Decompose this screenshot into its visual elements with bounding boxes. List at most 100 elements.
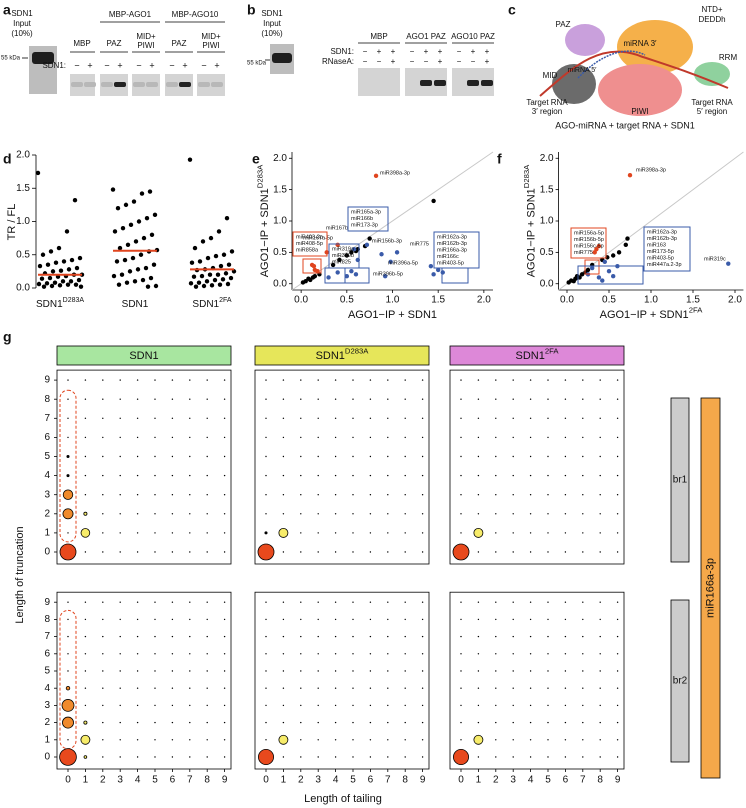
grid-dot bbox=[154, 739, 156, 741]
x-axis-label: AGO1−IP + SDN1 bbox=[348, 309, 437, 321]
grid-dot bbox=[136, 417, 139, 419]
grid-dot bbox=[300, 653, 302, 655]
grid-dot bbox=[547, 670, 549, 672]
grid-dot bbox=[136, 687, 139, 689]
grid-dot bbox=[477, 379, 480, 381]
grid-dot bbox=[317, 687, 319, 689]
point bbox=[208, 235, 214, 241]
point bbox=[311, 263, 317, 269]
grid-dot bbox=[334, 551, 337, 553]
grid-dot bbox=[189, 513, 191, 515]
grid-dot bbox=[352, 653, 354, 655]
grid-dot bbox=[599, 417, 601, 419]
grid-dot bbox=[171, 494, 174, 496]
grid-dot bbox=[317, 601, 319, 603]
annotation: miR156b-3p bbox=[372, 238, 402, 244]
grid-dot bbox=[387, 532, 389, 534]
grid-dot bbox=[282, 398, 285, 400]
grid-dot bbox=[547, 474, 549, 477]
grid-dot bbox=[564, 739, 567, 741]
grid-dot bbox=[84, 474, 87, 477]
point bbox=[114, 259, 120, 264]
grid-dot bbox=[564, 704, 567, 707]
grid-dot bbox=[582, 398, 584, 400]
annotation-box bbox=[302, 258, 322, 274]
grid-dot bbox=[317, 474, 319, 477]
y-tick-label: 8 bbox=[44, 614, 50, 625]
grid-dot bbox=[421, 687, 424, 689]
point bbox=[153, 283, 159, 289]
point bbox=[78, 284, 84, 289]
band bbox=[146, 82, 158, 87]
point bbox=[218, 263, 224, 269]
grid-dot bbox=[460, 455, 462, 458]
y-tick-label: 2.0 bbox=[540, 153, 554, 164]
grid-dot bbox=[171, 513, 174, 515]
grid-dot bbox=[317, 494, 319, 496]
grid-dot bbox=[136, 494, 139, 496]
point bbox=[209, 283, 215, 288]
grid-dot bbox=[352, 635, 354, 638]
point bbox=[144, 215, 150, 221]
annotation: miR166a-3p bbox=[437, 247, 467, 253]
grid-dot bbox=[512, 398, 514, 400]
grid-dot bbox=[616, 494, 619, 496]
grid-dot bbox=[547, 532, 549, 534]
grid-dot bbox=[387, 379, 389, 381]
x-tick-label: 4 bbox=[135, 775, 141, 786]
grid-dot bbox=[404, 653, 406, 655]
grid-dot bbox=[369, 721, 372, 724]
panel-header-label: SDN1D283A bbox=[316, 347, 370, 362]
grid-dot bbox=[154, 601, 156, 603]
y-tick-label: 0.5 bbox=[540, 247, 554, 258]
grid-dot bbox=[206, 551, 208, 553]
label: PIWI bbox=[631, 107, 648, 116]
label: − bbox=[363, 57, 368, 66]
grid-dot bbox=[206, 653, 208, 655]
label-text: SDN1 bbox=[129, 350, 158, 362]
grid-dot bbox=[119, 739, 121, 741]
grid-dot bbox=[352, 436, 354, 439]
grid-dot bbox=[599, 704, 601, 707]
point bbox=[37, 263, 43, 269]
point bbox=[205, 255, 211, 261]
grid-dot bbox=[582, 635, 584, 638]
grid-dot bbox=[529, 618, 532, 621]
label: DEDDh bbox=[698, 15, 725, 24]
grid-dot bbox=[352, 417, 354, 419]
grid-dot bbox=[616, 618, 619, 621]
plot-frame bbox=[56, 591, 232, 770]
grid-dot bbox=[477, 756, 480, 758]
x-tick-label: 2 bbox=[298, 775, 304, 786]
label-superscript: D283A bbox=[256, 164, 265, 188]
grid-dot bbox=[334, 513, 337, 515]
grid-dot bbox=[529, 721, 532, 724]
point bbox=[56, 245, 62, 251]
x-tick-label: 6 bbox=[170, 775, 176, 786]
grid-dot bbox=[582, 739, 584, 741]
panel-header bbox=[449, 345, 625, 366]
label: + bbox=[485, 57, 490, 66]
grid-dot bbox=[154, 704, 156, 707]
grid-dot bbox=[460, 704, 462, 707]
grid-dot bbox=[547, 494, 549, 496]
grid-dot bbox=[282, 635, 285, 638]
grid-dot bbox=[136, 756, 139, 758]
mirna bbox=[577, 50, 646, 79]
annotation-box bbox=[570, 227, 607, 259]
label: + bbox=[438, 47, 443, 56]
point bbox=[349, 250, 354, 255]
point bbox=[45, 262, 51, 267]
point bbox=[379, 252, 384, 257]
grid-dot bbox=[477, 635, 480, 638]
grid-dot bbox=[136, 436, 139, 439]
grid-dot bbox=[547, 635, 549, 638]
grid-dot bbox=[616, 379, 619, 381]
grid-dot bbox=[265, 670, 267, 672]
bubble bbox=[80, 528, 91, 538]
grid-dot bbox=[265, 455, 267, 458]
grid-dot bbox=[171, 455, 174, 458]
label: Input bbox=[13, 19, 32, 28]
grid-dot bbox=[477, 513, 480, 515]
label: 55 kDa bbox=[247, 61, 267, 67]
